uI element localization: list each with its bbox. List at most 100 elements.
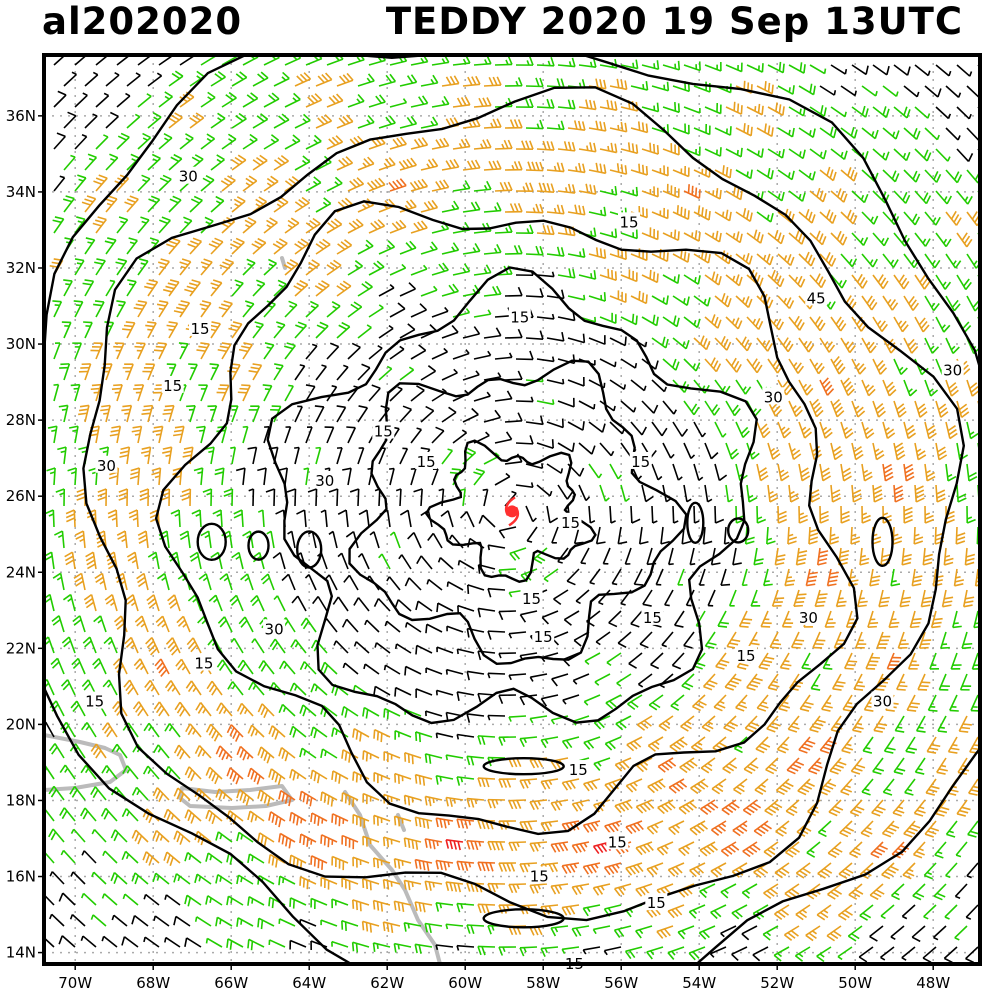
wind-barb: [526, 78, 543, 87]
wind-barb: [828, 569, 839, 586]
wind-barb: [537, 439, 553, 448]
wind-barb: [616, 716, 631, 730]
wind-barb: [690, 863, 705, 877]
wind-barb: [785, 569, 795, 586]
wind-barb: [520, 611, 537, 622]
wind-barb: [52, 301, 61, 317]
wind-barb: [944, 548, 953, 565]
wind-barb: [62, 637, 75, 653]
wind-barb: [158, 259, 169, 275]
wind-barb: [505, 77, 522, 86]
wind-barb: [799, 380, 813, 395]
wind-barb: [961, 674, 972, 690]
wind-barb: [675, 611, 684, 627]
wind-barb: [196, 427, 205, 443]
wind-barb: [567, 569, 579, 585]
wind-barb: [237, 746, 253, 760]
wind-barb: [708, 590, 715, 606]
wind-barb: [568, 205, 585, 215]
wind-barb: [467, 671, 484, 680]
wind-barb: [425, 924, 442, 933]
wind-barb: [264, 93, 279, 107]
wind-barb: [615, 800, 632, 813]
wind-barb: [379, 285, 394, 296]
wind-barb: [882, 821, 899, 837]
wind-barb: [383, 922, 400, 933]
lat-tick-label: 22N: [6, 639, 36, 657]
wind-barb: [870, 569, 880, 586]
wind-barb: [416, 732, 432, 742]
wind-barb: [924, 905, 936, 919]
wind-barb: [799, 737, 815, 753]
wind-barb: [467, 841, 484, 850]
wind-barb: [116, 259, 127, 275]
wind-barb: [694, 506, 699, 523]
wind-barb: [290, 769, 306, 780]
wind-barb: [48, 426, 57, 443]
wind-barb: [390, 220, 406, 233]
wind-barb: [583, 863, 600, 874]
wind-barb: [764, 569, 773, 585]
wind-barb: [726, 485, 733, 502]
wind-barb: [930, 653, 939, 669]
wind-barb: [714, 695, 726, 711]
wind-barb: [736, 123, 752, 136]
wind-barb: [71, 872, 85, 884]
wind-barb: [939, 674, 950, 690]
wind-barb: [82, 893, 96, 905]
wind-barb: [923, 548, 932, 565]
wind-barb: [881, 947, 894, 960]
wind-barb: [934, 884, 946, 900]
wind-barb: [838, 905, 852, 920]
wind-barb: [684, 485, 691, 502]
wind-barb: [516, 57, 533, 65]
wind-barb: [669, 779, 686, 793]
wind-barb: [621, 485, 630, 501]
longitude-axis: 70W 68W 66W 64W 62W 60W 58W 56W 54W 52W 50W 48W: [58, 964, 950, 989]
wind-barb: [478, 862, 495, 871]
wind-barb: [663, 401, 676, 414]
wind-barb: [904, 506, 913, 523]
wind-barb: [551, 926, 568, 936]
wind-barb: [882, 863, 899, 879]
wind-barb: [358, 74, 374, 86]
wind-barb: [162, 447, 171, 464]
wind-barb: [369, 95, 385, 107]
wind-barb: [859, 947, 873, 962]
wind-barb: [499, 863, 516, 872]
wind-barb: [747, 317, 763, 329]
wind-barb: [726, 443, 739, 459]
wind-barb: [92, 830, 106, 842]
wind-barb: [593, 884, 610, 895]
wind-barb: [642, 401, 658, 413]
wind-barb: [778, 254, 794, 265]
wind-barb: [552, 527, 558, 543]
wind-barb: [778, 170, 794, 180]
wind-barb: [269, 726, 285, 740]
wind-barb: [747, 230, 763, 243]
wind-barb: [295, 114, 310, 128]
wind-barb: [953, 611, 962, 627]
wind-barb: [671, 695, 684, 710]
wind-barb: [111, 830, 127, 842]
wind-barb: [253, 155, 267, 170]
wind-barb: [787, 758, 804, 774]
wind-barb: [915, 191, 930, 204]
wind-barb: [179, 343, 188, 359]
wind-barb: [626, 821, 643, 834]
wind-barb: [390, 99, 406, 107]
wind-barb: [96, 93, 109, 107]
wind-barb: [488, 715, 505, 720]
wind-barb: [892, 884, 904, 899]
wind-barb: [684, 443, 695, 458]
contour-label: 30: [799, 609, 818, 627]
wind-barb: [827, 926, 841, 941]
wind-barb: [636, 926, 652, 938]
wind-barb: [789, 275, 805, 287]
wind-barb: [311, 856, 327, 870]
wind-barb: [831, 443, 842, 460]
wind-barb: [668, 947, 684, 959]
wind-barb: [610, 163, 626, 174]
wind-barb: [757, 123, 773, 136]
wind-barb: [659, 716, 673, 731]
